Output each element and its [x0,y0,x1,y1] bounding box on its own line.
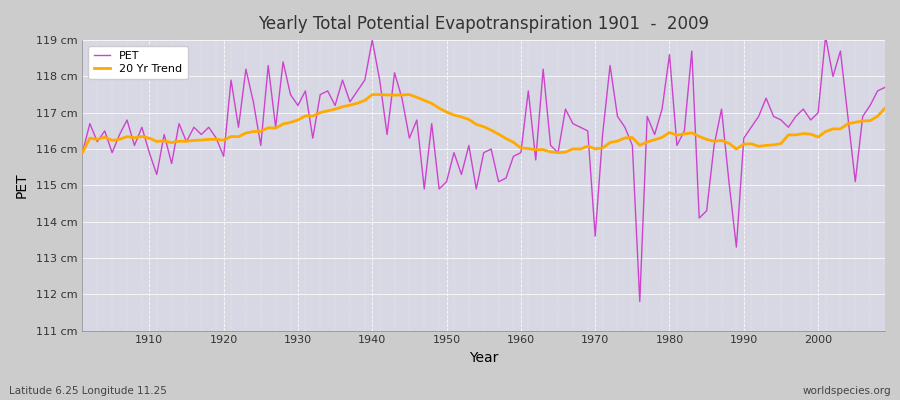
PET [300,88,310,93]
PET [820,34,831,39]
X-axis label: Year: Year [469,351,499,365]
Line: 20 Yr Trend: 20 Yr Trend [83,94,885,153]
Text: Latitude 6.25 Longitude 11.25: Latitude 6.25 Longitude 11.25 [9,386,166,396]
PET [605,63,616,68]
PET [137,125,148,130]
20 Yr Trend [77,150,88,155]
20 Yr Trend [612,139,623,144]
Text: worldspecies.org: worldspecies.org [803,386,891,396]
20 Yr Trend [345,103,356,108]
20 Yr Trend [137,134,148,139]
PET [77,150,88,155]
20 Yr Trend [516,146,526,150]
Line: PET: PET [83,36,885,302]
PET [516,150,526,155]
PET [634,299,645,304]
20 Yr Trend [523,146,534,151]
Legend: PET, 20 Yr Trend: PET, 20 Yr Trend [88,46,188,79]
PET [508,154,518,159]
Y-axis label: PET: PET [15,172,29,198]
PET [879,85,890,90]
20 Yr Trend [879,106,890,110]
20 Yr Trend [300,114,310,118]
Title: Yearly Total Potential Evapotranspiration 1901  -  2009: Yearly Total Potential Evapotranspiratio… [258,15,709,33]
20 Yr Trend [404,92,415,97]
PET [345,100,356,104]
